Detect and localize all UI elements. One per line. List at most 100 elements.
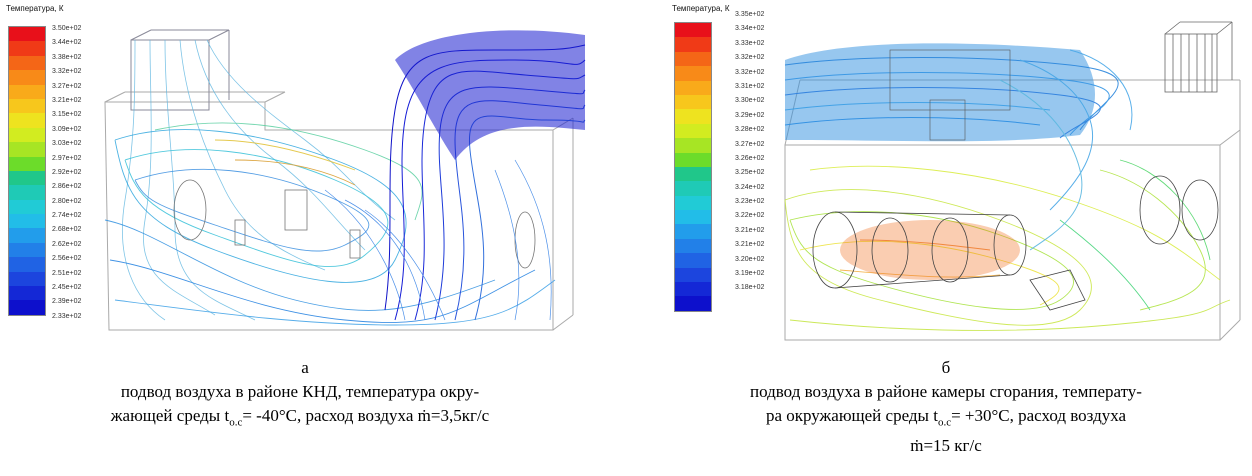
colorbar-swatch — [675, 282, 711, 297]
colorbar-tick-label: 2.68e+02 — [52, 226, 82, 234]
panel-caption: подвод воздуха в районе камеры сгорания,… — [640, 380, 1252, 458]
colorbar-swatch — [675, 224, 711, 239]
colorbar-tick-label: 3.35e+02 — [735, 11, 765, 18]
colorbar-swatch — [675, 51, 711, 67]
caption-line: ра окружающей среды tо.с= +30°С, расход … — [765, 406, 1127, 429]
colorbar-tick-label: 3.03e+02 — [52, 140, 82, 148]
streamline-simulation-image — [104, 29, 586, 331]
colorbar-tick-label: 3.18e+02 — [735, 284, 765, 292]
colorbar-tick-label: 2.62e+02 — [52, 240, 82, 248]
figure-panel-b: Температура, К 3.35e+02 3.34e+02 3.33e+02 3… — [640, 0, 1252, 455]
colorbar-swatch — [9, 286, 45, 301]
colorbar-tick-label: 2.39e+02 — [52, 298, 82, 306]
colorbar-swatch — [9, 84, 45, 99]
colorbar-swatch — [9, 41, 45, 56]
colorbar-swatch — [9, 127, 45, 143]
colorbar-tick-label: 3.24e+02 — [735, 183, 765, 191]
colorbar-swatch — [675, 109, 711, 124]
colorbar-tick-label: 3.32e+02 — [52, 68, 82, 76]
colorbar-tick-label: 3.33e+02 — [735, 39, 765, 47]
colorbar-tick-label: 3.09e+02 — [52, 125, 82, 133]
colorbar-swatch — [9, 27, 45, 42]
colorbar-tick-label: 2.97e+02 — [52, 154, 82, 162]
colorbar-tick-label: 3.28e+02 — [735, 126, 765, 134]
colorbar-tick-label: 3.34e+02 — [735, 25, 765, 33]
colorbar-tick-label: 3.32e+02 — [735, 68, 765, 76]
caption-line: подвод воздуха в районе камеры сгорания,… — [750, 382, 1142, 401]
colorbar-tick-label: 3.20e+02 — [735, 255, 765, 263]
colorbar-swatch — [9, 257, 45, 272]
caption-line: подвод воздуха в районе КНД, температура… — [120, 382, 480, 401]
colorbar — [674, 22, 712, 312]
colorbar-swatch — [675, 94, 711, 110]
colorbar-tick-label: 2.56e+02 — [52, 255, 82, 263]
colorbar-swatch — [9, 199, 45, 215]
streamline-simulation-image — [784, 21, 1241, 341]
colorbar-swatch — [675, 296, 711, 311]
colorbar-tick-label: 3.50e+02 — [52, 25, 82, 32]
colorbar-tick-label: 2.74e+02 — [52, 212, 82, 220]
colorbar-swatch — [675, 253, 711, 268]
colorbar-tick-label: 3.21e+02 — [735, 226, 765, 234]
colorbar-swatch — [9, 156, 45, 171]
colorbar-swatch — [675, 238, 711, 254]
colorbar-tick-label: 3.31e+02 — [735, 82, 765, 90]
colorbar-tick-label: 3.29e+02 — [735, 111, 765, 119]
colorbar-swatch — [9, 70, 45, 85]
colorbar-tick-label: 3.27e+02 — [52, 82, 82, 90]
colorbar-tick-labels: 3.35e+02 3.34e+02 3.33e+02 3.32e+02 3.32e+02… — [735, 8, 764, 296]
caption-line: жающей среды tо.с= -40°С, расход воздуха… — [110, 406, 490, 429]
colorbar-tick-label: 2.86e+02 — [52, 183, 82, 191]
colorbar-swatch — [9, 98, 45, 114]
colorbar-swatch — [675, 166, 711, 182]
colorbar-swatch — [9, 242, 45, 258]
colorbar-swatch — [675, 195, 711, 211]
colorbar-swatch — [9, 113, 45, 128]
figure-panel-a: Температура, К 3.50e+02 3.44e+02 3.38e+02 3… — [0, 0, 600, 428]
colorbar-tick-label: 2.51e+02 — [52, 269, 82, 277]
colorbar-swatch — [9, 55, 45, 71]
colorbar-tick-label: 3.22e+02 — [735, 212, 765, 220]
colorbar-tick-label: 3.26e+02 — [735, 154, 765, 162]
colorbar-tick-label: 3.27e+02 — [735, 140, 765, 148]
colorbar-tick-label: 2.45e+02 — [52, 284, 82, 292]
colorbar-tick-label: 3.44e+02 — [52, 39, 82, 47]
panel-letter: б — [941, 358, 951, 377]
colorbar-tick-labels: 3.50e+02 3.44e+02 3.38e+02 3.32e+02 3.27e+02… — [52, 22, 81, 324]
colorbar-swatch — [675, 23, 711, 38]
colorbar-swatch — [675, 80, 711, 95]
colorbar-swatch — [9, 185, 45, 200]
colorbar-swatch — [675, 152, 711, 167]
colorbar-tick-label: 3.21e+02 — [735, 241, 765, 249]
colorbar-tick-label: 2.80e+02 — [52, 197, 82, 205]
colorbar-tick-label: 3.23e+02 — [735, 198, 765, 206]
legend-title: Температура, К — [672, 4, 730, 13]
colorbar-swatch — [675, 181, 711, 196]
colorbar-swatch — [675, 210, 711, 225]
colorbar-swatch — [9, 170, 45, 186]
panel-letter: а — [301, 358, 309, 377]
legend-title: Температура, К — [6, 4, 64, 13]
colorbar-swatch — [9, 214, 45, 229]
colorbar-swatch — [675, 37, 711, 52]
colorbar-swatch — [675, 267, 711, 283]
colorbar-swatch — [9, 142, 45, 157]
colorbar-tick-label: 3.19e+02 — [735, 270, 765, 278]
colorbar — [8, 26, 46, 316]
panel-caption: подвод воздуха в районе КНД, температура… — [0, 380, 600, 434]
colorbar-tick-label: 3.38e+02 — [52, 53, 82, 61]
colorbar-swatch — [9, 300, 45, 315]
colorbar-tick-label: 2.92e+02 — [52, 168, 82, 176]
colorbar-tick-label: 3.21e+02 — [52, 96, 82, 104]
colorbar-swatch — [675, 138, 711, 153]
colorbar-tick-label: 3.15e+02 — [52, 111, 82, 119]
colorbar-tick-label: 2.33e+02 — [52, 312, 82, 320]
colorbar-swatch — [9, 228, 45, 243]
colorbar-tick-label: 3.30e+02 — [735, 97, 765, 105]
colorbar-swatch — [675, 66, 711, 81]
colorbar-tick-label: 3.32e+02 — [735, 54, 765, 62]
colorbar-swatch — [675, 123, 711, 139]
colorbar-tick-label: 3.25e+02 — [735, 169, 765, 177]
caption-line: ṁ=15 кг/с — [910, 436, 982, 456]
colorbar-swatch — [9, 271, 45, 287]
